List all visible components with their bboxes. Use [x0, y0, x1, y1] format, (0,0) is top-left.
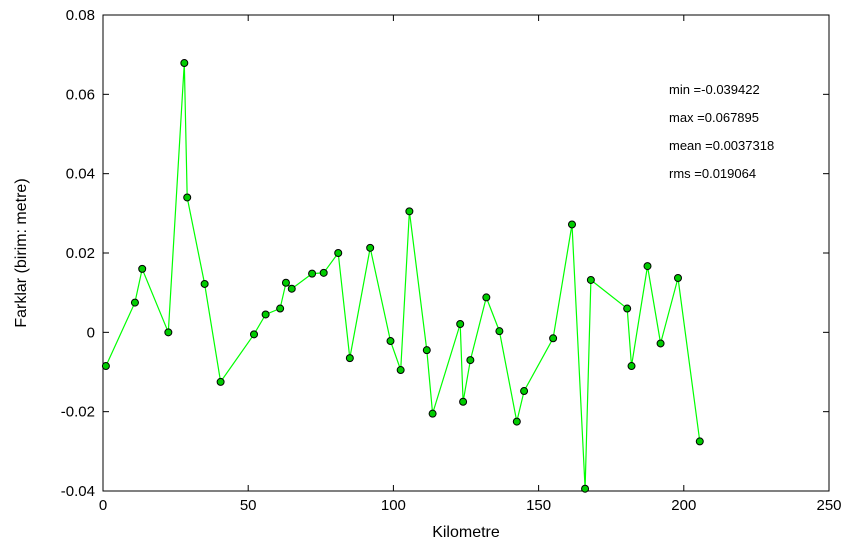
stats-annotations: min =-0.039422 max =0.067895 mean =0.00373… — [669, 82, 774, 181]
y-tick-label: 0.06 — [66, 86, 95, 103]
y-tick-label: 0.02 — [66, 245, 95, 262]
data-point — [250, 330, 259, 339]
plot-area — [102, 14, 830, 492]
data-point — [656, 339, 665, 348]
y-axis: -0.04 -0.02 0 0.02 0.04 0.06 0.08 — [61, 7, 829, 500]
data-point — [549, 334, 558, 343]
stat-annotation: rms =0.019064 — [669, 166, 756, 181]
data-point — [520, 387, 529, 396]
data-point — [130, 298, 139, 307]
data-point — [643, 262, 652, 271]
series-markers — [101, 59, 704, 493]
data-point — [261, 310, 270, 319]
data-point — [183, 193, 192, 202]
stat-annotation: mean =0.0037318 — [669, 138, 774, 153]
data-point — [386, 337, 395, 346]
x-tick-label: 0 — [99, 497, 107, 514]
data-point — [319, 268, 328, 277]
data-point — [627, 362, 636, 371]
x-axis-label: Kilometre — [432, 524, 500, 541]
x-tick-label: 250 — [816, 497, 841, 514]
stat-annotation: max =0.067895 — [669, 110, 759, 125]
data-point — [101, 362, 110, 371]
data-point — [216, 377, 225, 386]
y-tick-label: 0.04 — [66, 166, 95, 183]
data-point — [466, 356, 475, 365]
x-tick-label: 200 — [671, 497, 696, 514]
data-point — [456, 320, 465, 329]
data-point — [567, 220, 576, 229]
data-point — [405, 207, 414, 216]
y-tick-label: -0.04 — [61, 483, 95, 500]
x-tick-label: 50 — [240, 497, 257, 514]
x-axis: 0 50 100 150 200 250 — [99, 15, 842, 514]
data-point — [334, 249, 343, 257]
data-point — [495, 327, 504, 336]
y-tick-label: -0.02 — [61, 404, 95, 421]
data-point — [180, 59, 189, 68]
data-point — [581, 484, 590, 493]
y-tick-label: 0.08 — [66, 7, 95, 24]
data-point — [673, 273, 682, 282]
data-point — [428, 409, 437, 418]
data-point — [422, 346, 431, 355]
data-point — [164, 328, 173, 337]
data-point — [695, 437, 704, 446]
data-point — [623, 304, 632, 313]
data-point — [586, 275, 595, 284]
data-point — [276, 304, 285, 313]
data-point — [512, 417, 521, 426]
data-point — [459, 397, 468, 406]
y-tick-label: 0 — [87, 324, 95, 341]
data-point — [366, 243, 375, 252]
data-point — [308, 269, 317, 278]
data-point — [396, 366, 405, 375]
y-axis-label: Farklar (birim: metre) — [13, 178, 30, 327]
stat-annotation: min =-0.039422 — [669, 82, 760, 97]
x-tick-label: 150 — [526, 497, 551, 514]
data-point — [281, 278, 290, 287]
data-point — [482, 293, 491, 302]
series-line — [105, 62, 701, 489]
data-point — [138, 264, 147, 273]
data-point — [200, 279, 209, 288]
data-point — [345, 354, 354, 363]
x-tick-label: 100 — [381, 497, 406, 514]
data-point — [287, 284, 296, 293]
